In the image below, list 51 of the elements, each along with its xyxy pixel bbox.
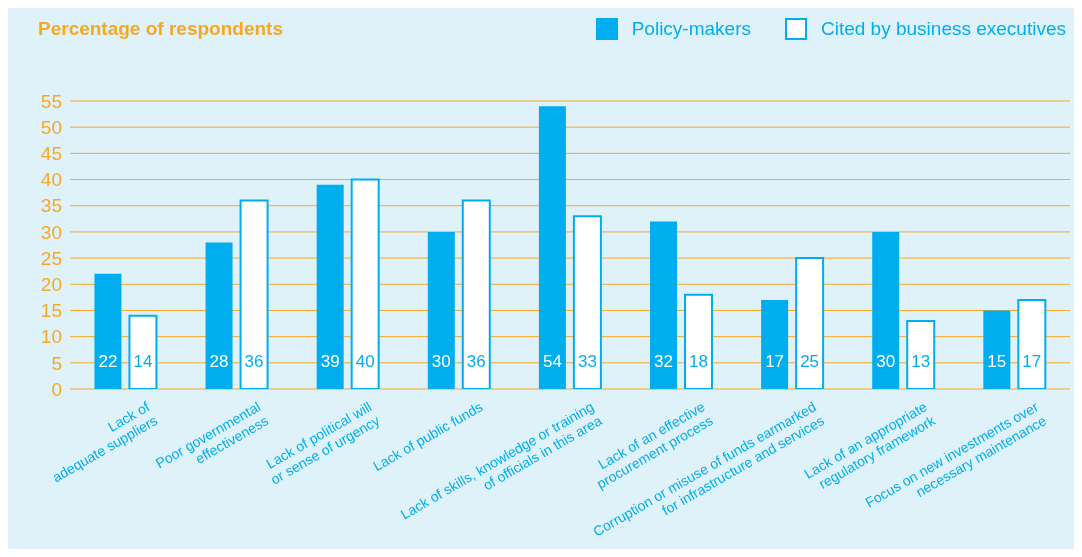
bar: [983, 310, 1011, 389]
data-label: 39: [320, 352, 340, 372]
data-label: 17: [1022, 352, 1042, 372]
bar: [239, 199, 269, 389]
data-label: 54: [542, 352, 562, 372]
data-label: 33: [577, 352, 597, 372]
bar: [128, 314, 158, 389]
y-tick-label: 25: [40, 247, 62, 269]
data-label: 22: [98, 352, 118, 372]
bar: [461, 199, 491, 389]
legend-label: Cited by business executives: [820, 18, 1066, 40]
y-tick-label: 50: [40, 116, 62, 138]
bar: [1017, 298, 1047, 389]
y-tick-label: 35: [40, 195, 62, 217]
bar: [906, 319, 936, 389]
data-label: 30: [876, 352, 896, 372]
data-label: 28: [209, 352, 229, 372]
y-tick-label: 15: [40, 300, 62, 322]
y-tick-label: 0: [51, 378, 62, 400]
data-label: 13: [911, 352, 931, 372]
data-label: 18: [689, 352, 708, 372]
bar: [427, 231, 455, 389]
bar: [872, 231, 900, 389]
data-label: 32: [654, 352, 673, 372]
y-tick-label: 20: [40, 274, 62, 296]
bar: [350, 178, 380, 389]
bar: [316, 184, 344, 389]
data-label: 36: [466, 352, 486, 372]
bar: [650, 221, 677, 389]
data-label: 25: [800, 352, 820, 372]
bar: [795, 257, 825, 389]
bar: [684, 293, 713, 389]
y-tick-label: 40: [40, 169, 62, 191]
y-tick-label: 30: [40, 221, 62, 243]
data-label: 36: [244, 352, 264, 372]
bar: [94, 273, 122, 389]
bar: [205, 242, 233, 389]
data-label: 17: [765, 352, 785, 372]
y-tick-label: 5: [51, 352, 62, 374]
y-tick-label: 55: [40, 90, 62, 112]
chart-title: Percentage of respondents: [38, 18, 283, 40]
bar: [761, 299, 789, 389]
y-tick-label: 45: [40, 143, 62, 165]
data-label: 40: [355, 352, 375, 372]
bar: [538, 106, 566, 389]
data-label: 30: [431, 352, 451, 372]
y-tick-label: 10: [40, 326, 62, 348]
legend-label: Policy-makers: [631, 18, 751, 40]
data-label: 14: [133, 352, 153, 372]
data-label: 15: [987, 352, 1007, 372]
bar: [572, 215, 602, 389]
